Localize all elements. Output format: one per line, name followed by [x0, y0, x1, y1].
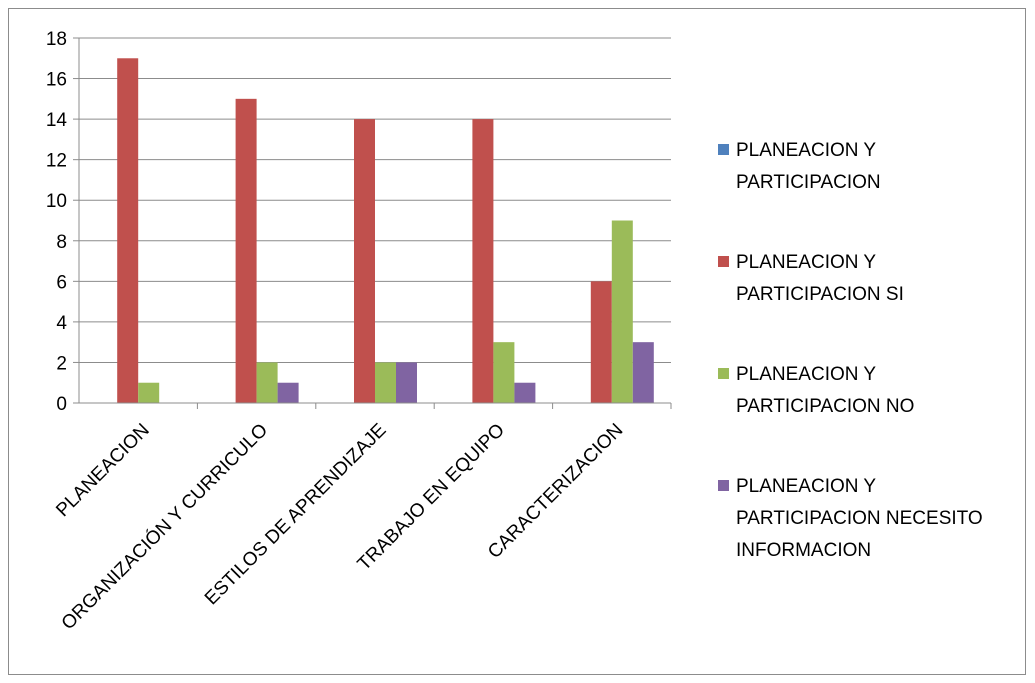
- category-label: CARACTERIZACION: [484, 420, 627, 563]
- bars: [117, 58, 654, 404]
- bar-2-1: [117, 58, 139, 404]
- bar-2-3: [354, 119, 375, 403]
- legend-label: PARTICIPACION SI: [736, 284, 904, 305]
- legend-label: PARTICIPACION: [736, 172, 881, 193]
- bar-3-2: [256, 362, 278, 403]
- legend-swatch-3: [718, 368, 729, 379]
- category-label: ORGANIZACIÓN Y CURRICULO: [57, 419, 272, 634]
- y-tick-label: 4: [56, 313, 67, 334]
- legend-label: PARTICIPACION NO: [736, 396, 914, 417]
- bar-3-4: [493, 342, 515, 403]
- bar-2-4: [472, 119, 494, 403]
- bar-3-3: [375, 362, 396, 403]
- legend-label: PARTICIPACION NECESITO: [736, 508, 983, 529]
- legend-label: PLANEACION Y: [736, 252, 876, 273]
- legend-swatch-2: [718, 256, 729, 267]
- y-tick-label: 18: [46, 29, 67, 50]
- y-tick-label: 14: [46, 110, 68, 131]
- legend-label: INFORMACION: [736, 540, 871, 561]
- bar-3-5: [611, 220, 633, 403]
- bar-3-1: [138, 382, 160, 403]
- y-tick-labels: 0 2 4 6 8 10 12 14 16 18: [46, 29, 68, 415]
- legend-label: PLANEACION Y: [736, 140, 876, 161]
- category-label: PLANEACION: [52, 420, 153, 521]
- y-tick-label: 2: [56, 353, 67, 374]
- y-tick-label: 10: [46, 191, 67, 212]
- y-tick-label: 0: [56, 394, 67, 415]
- bar-2-5: [590, 281, 612, 403]
- legend-swatch-1: [718, 144, 729, 155]
- legend-label: PLANEACION Y: [736, 476, 876, 497]
- bar-2-2: [235, 98, 257, 403]
- y-tick-label: 16: [46, 70, 67, 91]
- y-tick-label: 12: [46, 151, 67, 172]
- bar-4-2: [277, 382, 299, 403]
- bar-4-4: [514, 382, 536, 403]
- bar-4-5: [632, 342, 654, 403]
- y-tick-label: 6: [56, 272, 67, 293]
- bar-4-3: [396, 362, 417, 403]
- axes: [73, 37, 672, 409]
- legend: PLANEACION Y PARTICIPACION PLANEACION Y PAR…: [718, 140, 983, 561]
- y-tick-label: 8: [56, 232, 67, 253]
- legend-swatch-4: [718, 480, 729, 491]
- legend-label: PLANEACION Y: [736, 364, 876, 385]
